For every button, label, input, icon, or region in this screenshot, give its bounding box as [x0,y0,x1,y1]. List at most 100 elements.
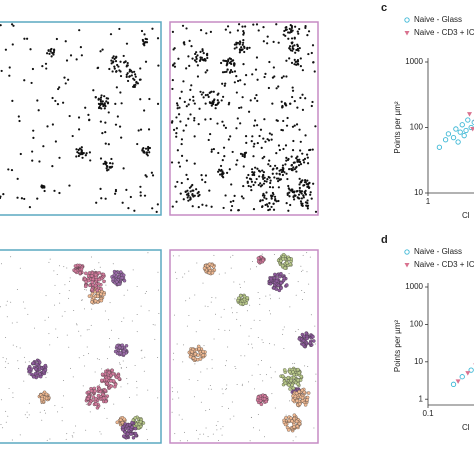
localization-dot [283,171,286,174]
localization-dot [63,76,66,79]
localization-dot [88,283,92,288]
localization-dot [288,387,292,391]
localization-dot [178,97,182,100]
localization-dot [5,421,7,423]
localization-dot [277,144,281,147]
localization-dot [210,148,213,151]
localization-dot [222,426,224,428]
localization-dot [188,64,191,67]
localization-dot [62,101,65,104]
localization-dot [127,207,130,210]
localization-dot [281,257,285,261]
localization-dot [111,162,114,165]
localization-dot [54,284,56,286]
localization-dot [80,335,82,337]
localization-dot [86,329,88,331]
localization-dot [222,206,225,210]
localization-dot [299,65,302,68]
localization-dot [266,178,269,181]
localization-dot [232,254,234,256]
localization-dot [114,192,117,195]
localization-dot [210,205,213,208]
localization-dot [195,188,198,191]
localization-dot [93,272,98,277]
localization-dot [80,54,83,57]
localization-dot [107,143,110,146]
localization-dot [222,146,226,149]
localization-dot [309,191,312,194]
localization-dot [134,75,137,78]
localization-dot [204,174,208,177]
localization-dot [295,170,298,173]
localization-dot [196,64,199,67]
localization-dot [215,103,218,106]
localization-dot [148,97,151,101]
localization-dot [292,198,296,201]
localization-dot [66,267,68,269]
localization-dot [289,416,293,420]
localization-dot [136,82,140,85]
localization-dot [241,48,244,51]
localization-dot [73,310,75,312]
localization-dot [294,60,297,64]
localization-dot [262,137,265,140]
localization-dot [292,191,296,194]
localization-dot [2,357,4,359]
localization-dot [239,122,242,125]
localization-dot [248,381,250,383]
localization-dot [201,58,204,61]
localization-dot [109,346,111,348]
localization-dot [207,95,210,98]
localization-dot [63,266,65,268]
localization-dot [136,314,138,316]
localization-dot [8,387,10,389]
localization-dot [206,368,208,370]
localization-dot [123,294,125,296]
localization-dot [182,80,185,83]
localization-dot [101,388,103,390]
localization-dot [93,389,97,393]
localization-dot [227,58,230,61]
localization-dot [303,180,307,184]
localization-dot [303,184,306,187]
x-tick-label: 0.1 [422,409,434,418]
localization-dot [196,54,199,57]
localization-dot [157,271,159,273]
localization-dot [36,197,39,200]
localization-dot [130,425,134,429]
localization-dot [128,396,130,398]
localization-dot [193,102,196,105]
localization-dot [308,283,310,285]
localization-dot [120,276,124,280]
localization-dot [253,319,255,321]
localization-dot [284,34,287,37]
localization-dot [261,339,263,341]
localization-dot [224,194,227,197]
localization-dot [204,305,206,307]
localization-dot [173,62,176,65]
localization-dot [235,41,238,44]
localization-dot [286,428,291,432]
localization-dot [269,179,272,182]
localization-dot [185,27,188,30]
localization-dot [101,100,104,103]
localization-dot [270,366,272,368]
localization-dot [39,411,41,413]
localization-dot [83,284,88,289]
localization-dot [180,138,184,141]
localization-dot [81,299,83,301]
localization-dot [256,141,259,145]
localization-dot [233,47,236,50]
localization-dot [174,271,176,273]
localization-dot [131,320,133,322]
localization-dot [270,138,273,141]
localization-dot [176,149,179,152]
localization-dot [231,307,233,309]
localization-dot [110,329,112,331]
localization-dot [172,255,174,257]
localization-dot [11,439,13,441]
localization-dot [136,331,138,333]
localization-dot [302,161,306,164]
localization-dot [86,390,91,394]
localization-dot [141,357,143,359]
